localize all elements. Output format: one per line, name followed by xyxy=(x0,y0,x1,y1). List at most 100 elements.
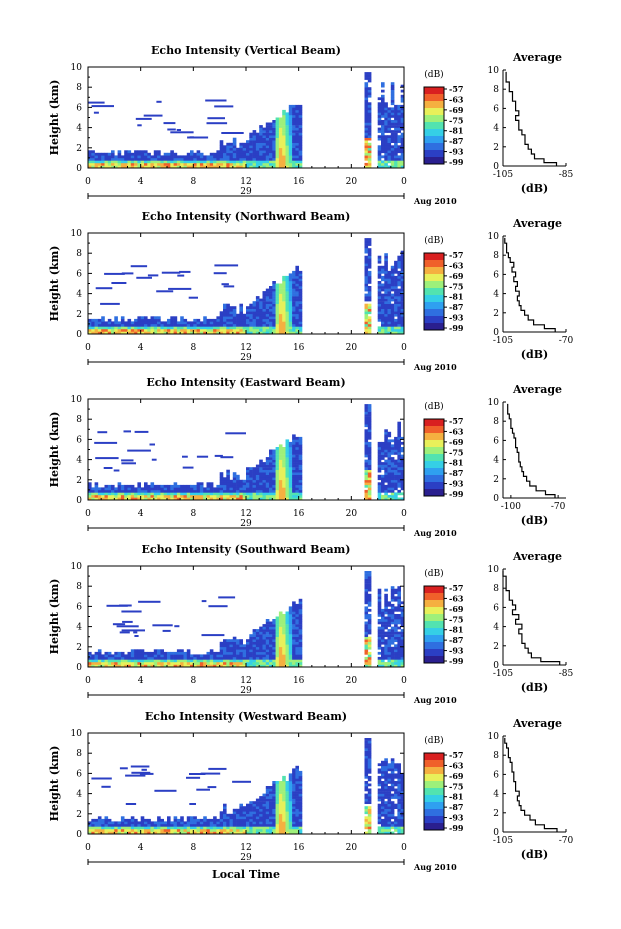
echo-cell xyxy=(107,318,112,322)
echo-cell xyxy=(114,162,118,166)
echo-cell xyxy=(364,311,369,315)
echo-cell xyxy=(157,316,161,320)
echo-cell xyxy=(381,275,385,279)
echo-cell xyxy=(269,127,273,131)
echo-cell xyxy=(394,662,398,665)
echo-cell xyxy=(101,323,105,327)
echo-cell xyxy=(367,474,372,478)
echo-cell xyxy=(400,624,405,627)
echo-cell xyxy=(156,100,162,103)
echo-cell xyxy=(229,494,234,498)
echo-cell xyxy=(298,489,303,493)
echo-cell xyxy=(269,818,273,822)
echo-cell xyxy=(272,831,276,835)
echo-cell xyxy=(190,165,194,169)
echo-cell xyxy=(278,145,283,149)
echo-cell xyxy=(275,454,280,458)
echo-cell xyxy=(144,823,148,827)
echo-cell xyxy=(186,489,191,493)
echo-cell xyxy=(150,494,155,498)
echo-cell xyxy=(397,626,401,630)
echo-cell xyxy=(397,472,401,475)
echo-cell xyxy=(107,157,112,161)
echo-cell xyxy=(252,152,257,156)
echo-cell xyxy=(259,132,263,136)
echo-cell xyxy=(232,323,237,327)
echo-cell xyxy=(295,462,299,465)
echo-cell xyxy=(265,793,270,797)
echo-cell xyxy=(384,646,388,650)
echo-cell xyxy=(196,829,201,832)
echo-cell xyxy=(223,829,227,832)
echo-cell xyxy=(223,323,227,327)
colorbar-segment xyxy=(424,596,444,601)
echo-cell xyxy=(144,484,148,488)
echo-cell xyxy=(400,462,405,465)
echo-cell xyxy=(298,654,303,658)
echo-cell xyxy=(170,826,174,830)
echo-cell xyxy=(377,286,382,289)
echo-cell xyxy=(104,664,109,668)
echo-cell xyxy=(298,484,303,488)
echo-cell xyxy=(400,318,405,322)
colorbar-segment xyxy=(424,454,444,458)
echo-cell xyxy=(364,788,369,792)
echo-cell xyxy=(377,598,382,602)
echo-cell xyxy=(394,591,398,595)
echo-cell xyxy=(364,258,369,262)
echo-cell xyxy=(206,155,211,159)
echo-cell xyxy=(295,444,299,448)
echo-cell xyxy=(298,130,303,133)
echo-cell xyxy=(272,452,276,455)
echo-cell xyxy=(298,135,303,138)
echo-cell xyxy=(246,829,250,832)
echo-cell xyxy=(295,662,299,665)
echo-cell xyxy=(226,831,230,835)
colorbar-segment xyxy=(424,87,444,91)
echo-cell xyxy=(265,132,270,136)
echo-cell xyxy=(275,788,280,792)
echo-cell xyxy=(104,326,109,330)
echo-cell xyxy=(298,270,303,274)
echo-cell xyxy=(275,664,280,668)
echo-cell xyxy=(232,636,237,640)
echo-cell xyxy=(252,821,257,825)
echo-cell xyxy=(259,469,263,473)
echo-cell xyxy=(223,482,227,486)
echo-cell xyxy=(213,328,217,332)
echo-cell xyxy=(278,303,283,307)
echo-cell xyxy=(242,649,247,653)
panel-title: Echo Intensity (Southward Beam) xyxy=(142,543,351,556)
echo-cell xyxy=(282,796,286,799)
echo-cell xyxy=(397,273,401,277)
echo-cell xyxy=(285,447,290,450)
echo-cell xyxy=(97,656,102,660)
echo-cell xyxy=(255,829,260,832)
echo-cell xyxy=(91,829,95,832)
echo-cell xyxy=(298,301,303,304)
echo-cell xyxy=(282,494,286,498)
echo-cell xyxy=(150,328,155,332)
echo-cell xyxy=(282,788,286,792)
echo-cell xyxy=(272,801,276,804)
echo-cell xyxy=(236,641,240,645)
echo-cell xyxy=(292,293,296,297)
echo-cell xyxy=(91,318,95,322)
echo-cell xyxy=(278,162,283,166)
colorbar-segment xyxy=(424,635,444,639)
echo-cell xyxy=(400,291,405,294)
echo-cell xyxy=(216,662,220,665)
echo-cell xyxy=(180,829,184,832)
echo-cell xyxy=(288,791,293,794)
echo-cell xyxy=(153,831,158,835)
echo-cell xyxy=(134,823,138,827)
echo-cell xyxy=(117,323,122,327)
echo-cell xyxy=(259,303,263,307)
echo-cell xyxy=(285,328,290,332)
echo-cell xyxy=(213,664,217,668)
echo-cell xyxy=(298,482,303,486)
echo-cell xyxy=(272,477,276,481)
echo-cell xyxy=(367,303,372,307)
echo-cell xyxy=(196,484,201,488)
